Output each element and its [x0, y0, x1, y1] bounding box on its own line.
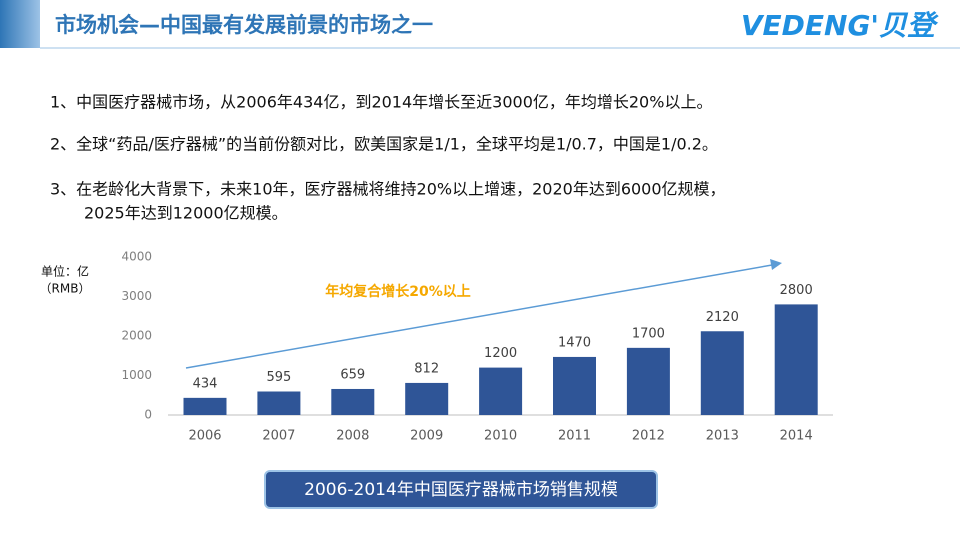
bar — [700, 331, 744, 415]
chart-title: 2006-2014年中国医疗器械市场销售规模 — [304, 480, 618, 500]
data-label: 595 — [266, 370, 291, 385]
bar — [331, 388, 375, 415]
arrow-head — [770, 259, 782, 270]
header-accent — [0, 0, 40, 48]
y-axis-label: （RMB） — [40, 282, 91, 296]
data-label: 1700 — [632, 326, 665, 341]
logo: VEDENG'贝登 — [741, 9, 939, 42]
y-tick-label: 0 — [144, 408, 152, 422]
x-tick-label: 2011 — [558, 429, 591, 444]
bullet-text: 2、全球“药品/医疗器械”的当前份额对比，欧美国家是1/1，全球平均是1/0.7… — [50, 135, 718, 154]
data-label: 2800 — [780, 283, 813, 298]
bullet-text: 1、中国医疗器械市场，从2006年434亿，到2014年增长至近3000亿，年均… — [50, 93, 712, 112]
trend-arrow — [185, 264, 773, 369]
data-label: 812 — [414, 361, 439, 376]
x-tick-label: 2007 — [262, 429, 295, 444]
y-axis-label: 单位：亿 — [41, 264, 89, 279]
bar — [257, 391, 301, 415]
bar — [479, 367, 523, 415]
bullet-text: 2025年达到12000亿规模。 — [84, 204, 288, 223]
y-tick-label: 4000 — [121, 250, 152, 264]
bar — [626, 347, 670, 415]
x-tick-label: 2012 — [632, 429, 665, 444]
annotation: 年均复合增长20%以上 — [325, 283, 471, 300]
caption-box — [264, 470, 658, 509]
bar — [553, 356, 596, 415]
x-tick-label: 2008 — [336, 429, 369, 444]
data-label: 434 — [193, 376, 218, 391]
bar — [774, 304, 818, 415]
bar — [183, 397, 227, 415]
data-label: 659 — [340, 367, 365, 382]
x-tick-label: 2013 — [706, 429, 739, 444]
data-label: 2120 — [706, 310, 739, 325]
x-tick-label: 2009 — [410, 429, 443, 444]
y-tick-label: 3000 — [121, 289, 152, 303]
bar — [405, 382, 449, 415]
slide-title: 市场机会—中国最有发展前景的市场之一 — [55, 13, 433, 37]
x-tick-label: 2006 — [188, 429, 221, 444]
x-tick-label: 2014 — [780, 429, 813, 444]
data-label: 1200 — [484, 346, 517, 361]
x-tick-label: 2010 — [484, 429, 517, 444]
bullet-text: 3、在老龄化大背景下，未来10年，医疗器械将维持20%以上增速，2020年达到6… — [50, 180, 726, 199]
y-tick-label: 1000 — [121, 368, 152, 382]
data-label: 1470 — [558, 335, 591, 350]
y-tick-label: 2000 — [121, 329, 152, 343]
